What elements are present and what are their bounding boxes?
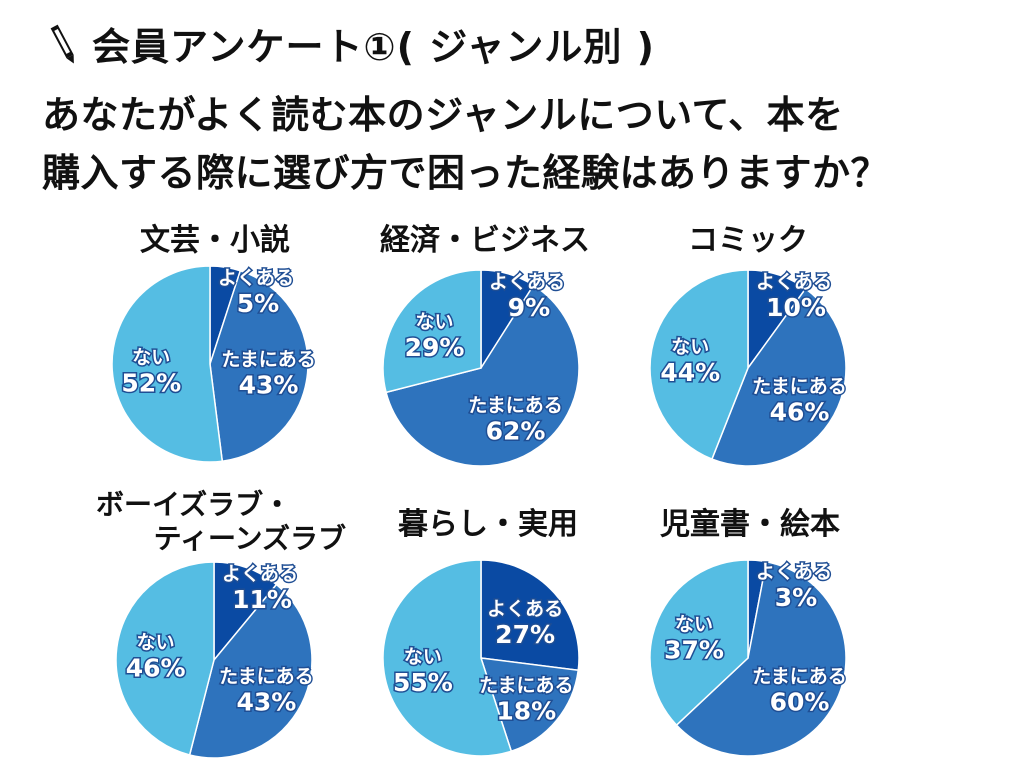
slice-label: たまにある [479, 674, 573, 696]
slice-value-label: 60% [770, 687, 830, 716]
slice-value-label: 55% [393, 668, 453, 697]
slice-value-label: 3% [775, 583, 817, 612]
chart-title-bl-tl-line1: ボーイズラブ・ [96, 488, 292, 521]
slice-value-label: 9% [508, 293, 550, 322]
question-line-2: 購入する際に選び方で困った経験はありますか？ [42, 151, 890, 195]
slice-label: たまにある [752, 665, 846, 687]
slice-label: ない [416, 311, 454, 333]
slice-value-label: 62% [486, 417, 546, 446]
slice-sometimes [479, 657, 580, 753]
slice-label: よくある [756, 561, 832, 583]
chart-title-comic: コミック [688, 223, 808, 258]
slice-sometimes [209, 269, 309, 463]
slice-value-label: 11% [232, 585, 292, 614]
slice-value-label: 44% [660, 358, 720, 387]
chart-title-bl-tl-line2: ティーンズラブ [153, 522, 346, 555]
slice-label: ない [132, 347, 170, 369]
slice-label: ない [671, 336, 709, 358]
slice-label: よくある [487, 598, 563, 620]
slice-value-label: 46% [770, 397, 830, 426]
pencil-icon [50, 24, 74, 64]
slice-often [209, 265, 242, 365]
slice-label: たまにある [221, 349, 315, 371]
slice-value-label: 43% [239, 371, 299, 400]
slice-label: よくある [222, 563, 298, 585]
slice-value-label: 10% [766, 293, 826, 322]
slice-label: よくある [218, 267, 294, 289]
chart-title-business: 経済・ビジネス [380, 223, 590, 258]
slice-never [382, 269, 482, 394]
slice-sometimes [385, 284, 580, 467]
slice-often [480, 559, 580, 672]
slice-value-label: 52% [121, 369, 181, 398]
slice-label: よくある [756, 271, 832, 293]
slice-label: たまにある [752, 375, 846, 397]
slice-label: たまにある [468, 395, 562, 417]
slice-label: ない [137, 632, 175, 654]
chart-title-lifestyle: 暮らし・実用 [398, 507, 578, 542]
slice-sometimes [710, 287, 847, 467]
slice-sometimes [188, 583, 313, 759]
slice-never [649, 269, 749, 461]
slice-never [382, 559, 513, 757]
slice-often [747, 269, 807, 371]
slice-never [115, 561, 215, 756]
slice-often [480, 269, 535, 371]
page-title: 会員アンケート①( ジャンル別 ) [92, 25, 655, 69]
chart-title-bl-tl: ボーイズラブ・ ティーンズラブ [96, 488, 346, 556]
slice-value-label: 46% [126, 654, 186, 683]
slice-often [747, 559, 768, 659]
slice-often [213, 561, 278, 663]
slice-never [111, 265, 224, 463]
slice-sometimes [675, 560, 847, 757]
slice-label: ない [675, 614, 713, 636]
slice-never [649, 559, 749, 727]
slice-value-label: 37% [664, 636, 724, 665]
slice-label: たまにある [219, 666, 313, 688]
slice-value-label: 29% [405, 333, 465, 362]
slice-label: よくある [489, 271, 565, 293]
chart-title-literature: 文芸・小説 [140, 223, 290, 258]
slice-value-label: 27% [495, 620, 555, 649]
chart-title-children: 児童書・絵本 [660, 507, 840, 542]
slice-label: ない [404, 646, 442, 668]
slice-value-label: 43% [236, 688, 296, 717]
slice-value-label: 18% [496, 696, 556, 725]
question-line-1: あなたがよく読む本のジャンルについて、本を [42, 93, 844, 137]
survey-question: あなたがよく読む本のジャンルについて、本を 購入する際に選び方で困った経験はあり… [42, 86, 889, 202]
slice-value-label: 5% [237, 289, 279, 318]
